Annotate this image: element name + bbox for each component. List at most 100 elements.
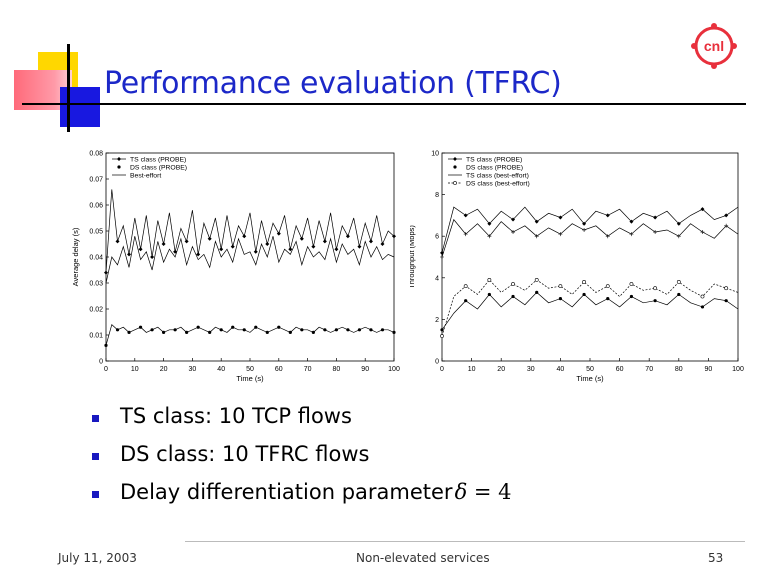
data-point (242, 234, 247, 239)
data-point (534, 234, 539, 239)
legend-marker (117, 157, 121, 161)
legend-label: TS class (best-effort) (466, 173, 529, 180)
data-point (653, 299, 657, 303)
title-underline (22, 103, 746, 105)
data-point (231, 325, 235, 329)
data-point (357, 328, 362, 332)
data-point (334, 247, 339, 252)
y-axis-label: Average delay (s) (71, 227, 80, 286)
throughput-chart: 0 10 20 30 40 50 60 70 80 90 100 0 2 4 6 8 10 Time (s) Thr… (410, 151, 744, 384)
data-point (653, 230, 658, 235)
data-point (162, 330, 166, 334)
data-point (185, 330, 189, 334)
logo-text: cnl (704, 38, 724, 54)
x-tick-label: 70 (304, 366, 312, 373)
x-tick-label: 30 (189, 366, 197, 373)
data-point (311, 244, 316, 249)
data-point (242, 328, 246, 332)
y-tick-label: 0 (99, 359, 103, 366)
data-point (487, 277, 492, 282)
y-tick-label: 0.07 (89, 177, 103, 184)
legend-label: DS class (PROBE) (466, 165, 523, 172)
x-tick-label: 70 (645, 366, 653, 373)
bullet-text: TS class: 10 TCP flows (120, 404, 352, 428)
delta-formula: δ = 4 (455, 480, 512, 504)
data-point (676, 221, 681, 226)
x-tick-label: 50 (586, 366, 594, 373)
data-point (676, 280, 681, 284)
data-point (653, 215, 658, 220)
data-point (115, 239, 120, 244)
bullet-square-icon (92, 415, 99, 422)
data-point (700, 294, 705, 299)
x-tick-label: 40 (557, 366, 565, 373)
data-point (311, 330, 315, 334)
cnl-logo: cnl (691, 23, 737, 69)
bullet-square-icon (92, 453, 99, 460)
y-axis-label: Throughput (Mbps) (410, 225, 416, 289)
data-point (605, 213, 610, 218)
data-point (334, 328, 338, 332)
data-point (724, 213, 729, 218)
data-point (357, 244, 362, 249)
data-point (150, 328, 154, 332)
data-point (369, 328, 373, 332)
legend-label: TS class (PROBE) (130, 157, 186, 164)
data-point (440, 255, 444, 259)
data-point (511, 282, 515, 286)
data-point (150, 255, 155, 259)
data-point (300, 328, 304, 332)
legend-label: DS class (PROBE) (130, 165, 187, 172)
data-point (487, 221, 492, 226)
data-point (700, 305, 705, 309)
x-tick-label: 20 (160, 366, 168, 373)
bullet-text-with-formula: Delay differentiation parameterδ = 4 (120, 480, 512, 504)
data-point (254, 325, 258, 329)
series-line (105, 323, 395, 346)
data-point (558, 284, 563, 289)
data-point (558, 232, 563, 237)
data-point (582, 280, 586, 284)
data-point (724, 223, 729, 228)
data-point (582, 221, 587, 226)
legend-marker (117, 165, 121, 169)
data-point (127, 252, 132, 257)
data-point (629, 219, 634, 224)
data-point (265, 242, 270, 246)
y-tick-label: 0.04 (89, 255, 103, 262)
data-point (288, 330, 292, 334)
y-tick-label: 8 (435, 192, 439, 199)
data-point (676, 234, 681, 239)
data-point (606, 297, 610, 301)
x-axis-label: Time (s) (576, 374, 604, 383)
data-point (463, 232, 468, 237)
data-point (288, 247, 293, 252)
y-tick-label: 0.01 (89, 333, 103, 340)
data-point (253, 249, 258, 254)
data-point (629, 232, 634, 237)
data-point (104, 343, 108, 347)
x-tick-label: 60 (616, 366, 624, 373)
series-line (105, 236, 395, 284)
decor-vertical-line (67, 44, 70, 132)
data-point (629, 294, 634, 299)
data-point (380, 242, 385, 246)
data-point (380, 328, 385, 332)
data-point (230, 244, 235, 249)
legend-label: TS class (PROBE) (466, 157, 522, 164)
data-point (605, 284, 610, 289)
data-point (219, 247, 224, 252)
data-point (440, 328, 444, 332)
y-tick-label: 0.03 (89, 281, 103, 288)
data-point (207, 236, 212, 241)
data-point (184, 239, 189, 244)
x-tick-label: 90 (361, 366, 369, 373)
y-tick-label: 10 (431, 151, 439, 158)
legend-marker (453, 157, 457, 161)
series-line (105, 189, 395, 273)
slide-title: Performance evaluation (TFRC) (104, 66, 562, 101)
plot-frame (105, 152, 395, 362)
bullet-text: Delay differentiation parameter (120, 480, 453, 504)
data-point (463, 284, 468, 289)
x-axis-label: Time (s) (236, 374, 264, 383)
